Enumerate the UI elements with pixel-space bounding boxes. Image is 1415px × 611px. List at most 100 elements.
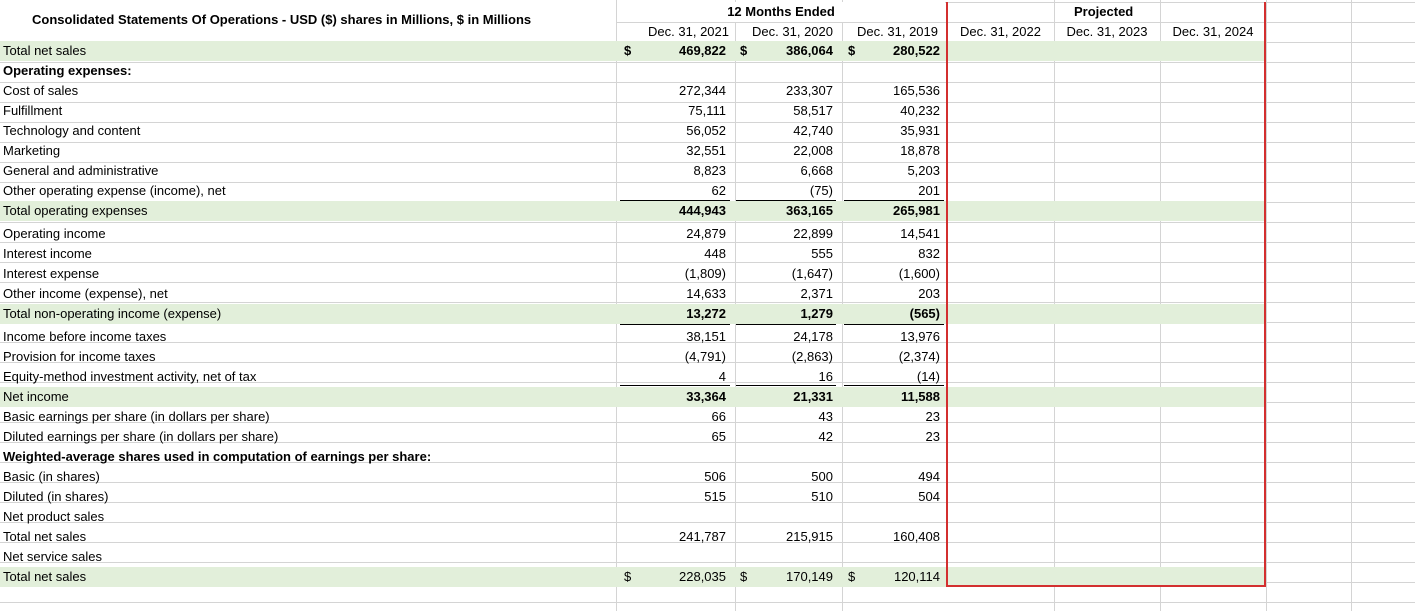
value-cell[interactable]: 272,344 <box>679 83 726 98</box>
value-cell[interactable]: 58,517 <box>793 103 833 118</box>
value-cell[interactable]: (1,647) <box>791 266 833 281</box>
value-cell[interactable]: 23 <box>925 429 940 444</box>
value-cell[interactable]: 8,823 <box>693 163 726 178</box>
value-cell[interactable]: 203 <box>918 286 940 301</box>
value-cell[interactable]: (2,374) <box>898 349 940 364</box>
table-row[interactable]: Basic earnings per share (in dollars per… <box>0 407 1415 427</box>
value-cell[interactable]: 265,981 <box>893 203 940 218</box>
value-cell[interactable]: 21,331 <box>793 389 833 404</box>
value-cell[interactable]: 42,740 <box>793 123 833 138</box>
table-row[interactable]: Interest expense (1,809) (1,647) (1,600) <box>0 264 1415 284</box>
value-cell[interactable]: 16 <box>818 369 833 384</box>
value-cell[interactable]: 42 <box>818 429 833 444</box>
value-cell[interactable]: 233,307 <box>786 83 833 98</box>
value-cell[interactable]: 32,551 <box>686 143 726 158</box>
table-row[interactable]: Diluted (in shares) 515 510 504 <box>0 487 1415 507</box>
value-cell[interactable]: 448 <box>704 246 726 261</box>
value-cell[interactable]: (565) <box>909 306 940 321</box>
value-cell[interactable]: 469,822 <box>679 43 726 58</box>
value-cell[interactable]: 33,364 <box>686 389 726 404</box>
table-row[interactable]: Weighted-average shares used in computat… <box>0 447 1415 467</box>
value-cell[interactable]: 13,272 <box>686 306 726 321</box>
value-cell[interactable]: 510 <box>811 489 833 504</box>
col-header-2022[interactable]: Dec. 31, 2022 <box>960 24 1041 39</box>
table-row[interactable]: Total net sales 469,822 386,064 280,522 $ $ $ <box>0 41 1415 61</box>
period-group-cell[interactable] <box>617 2 945 22</box>
value-cell[interactable]: 280,522 <box>893 43 940 58</box>
value-cell[interactable]: 215,915 <box>786 529 833 544</box>
col-header-2023[interactable]: Dec. 31, 2023 <box>1066 24 1148 39</box>
table-row[interactable]: Net service sales <box>0 547 1415 567</box>
table-row[interactable]: Other operating expense (income), net 62 (… <box>0 181 1415 201</box>
value-cell[interactable]: 43 <box>818 409 833 424</box>
table-row[interactable]: Equity-method investment activity, net o… <box>0 367 1415 387</box>
value-cell[interactable]: (75) <box>809 183 833 198</box>
table-row[interactable]: Operating income 24,879 22,899 14,541 <box>0 224 1415 244</box>
value-cell[interactable]: 18,878 <box>900 143 940 158</box>
header-title-cell[interactable] <box>0 0 616 42</box>
value-cell[interactable]: 386,064 <box>786 43 833 58</box>
value-cell[interactable]: 165,536 <box>893 83 940 98</box>
value-cell[interactable]: 2,371 <box>800 286 833 301</box>
value-cell[interactable]: 555 <box>811 246 833 261</box>
value-cell[interactable]: 494 <box>918 469 940 484</box>
table-row[interactable]: Provision for income taxes (4,791) (2,863)… <box>0 347 1415 367</box>
value-cell[interactable]: 24,178 <box>793 329 833 344</box>
table-row[interactable]: Net income 33,364 21,331 11,588 <box>0 387 1415 407</box>
value-cell[interactable]: 56,052 <box>686 123 726 138</box>
value-cell[interactable]: 75,111 <box>688 103 726 118</box>
value-cell[interactable]: 62 <box>711 183 726 198</box>
table-row[interactable]: Technology and content 56,052 42,740 35,931 <box>0 121 1415 141</box>
value-cell[interactable]: 832 <box>918 246 940 261</box>
table-row[interactable]: Operating expenses: <box>0 61 1415 81</box>
value-cell[interactable]: 506 <box>704 469 726 484</box>
value-cell[interactable]: 11,588 <box>900 389 940 404</box>
table-row[interactable]: Other income (expense), net 14,633 2,371 20… <box>0 284 1415 304</box>
col-header-2020[interactable]: Dec. 31, 2020 <box>752 24 833 39</box>
table-row[interactable]: Basic (in shares) 506 500 494 <box>0 467 1415 487</box>
value-cell[interactable]: 35,931 <box>900 123 940 138</box>
value-cell[interactable]: 14,633 <box>686 286 726 301</box>
value-cell[interactable]: 66 <box>711 409 726 424</box>
col-header-2019[interactable]: Dec. 31, 2019 <box>857 24 938 39</box>
value-cell[interactable]: 4 <box>718 369 726 384</box>
table-row[interactable]: Net product sales <box>0 507 1415 527</box>
value-cell[interactable]: 22,899 <box>793 226 833 241</box>
table-row[interactable]: General and administrative 8,823 6,668 5,20… <box>0 161 1415 181</box>
table-row[interactable]: Diluted earnings per share (in dollars p… <box>0 427 1415 447</box>
value-cell[interactable]: (2,863) <box>791 349 833 364</box>
value-cell[interactable]: 363,165 <box>786 203 833 218</box>
table-row[interactable]: Total net sales 241,787 215,915 160,408 <box>0 527 1415 547</box>
value-cell[interactable]: (4,791) <box>684 349 726 364</box>
value-cell[interactable]: 170,149 <box>786 569 833 584</box>
table-row[interactable]: Fulfillment 75,111 58,517 40,232 <box>0 101 1415 121</box>
table-row[interactable]: Total operating expenses 444,943 363,165 26… <box>0 201 1415 221</box>
value-cell[interactable]: 5,203 <box>907 163 940 178</box>
value-cell[interactable]: 38,151 <box>686 329 726 344</box>
value-cell[interactable]: 13,976 <box>900 329 940 344</box>
value-cell[interactable]: 23 <box>925 409 940 424</box>
value-cell[interactable]: (14) <box>916 369 940 384</box>
value-cell[interactable]: 444,943 <box>679 203 726 218</box>
value-cell[interactable]: 500 <box>811 469 833 484</box>
value-cell[interactable]: 160,408 <box>893 529 940 544</box>
value-cell[interactable]: 201 <box>918 183 940 198</box>
value-cell[interactable]: 228,035 <box>679 569 726 584</box>
value-cell[interactable]: 65 <box>711 429 726 444</box>
value-cell[interactable]: 22,008 <box>793 143 833 158</box>
value-cell[interactable]: 241,787 <box>679 529 726 544</box>
value-cell[interactable]: 40,232 <box>900 103 940 118</box>
value-cell[interactable]: (1,809) <box>684 266 726 281</box>
table-row[interactable]: Total non-operating income (expense) 13,2… <box>0 304 1415 324</box>
col-header-2021[interactable]: Dec. 31, 2021 <box>648 24 729 39</box>
table-row[interactable]: Marketing 32,551 22,008 18,878 <box>0 141 1415 161</box>
table-row[interactable]: Cost of sales 272,344 233,307 165,536 <box>0 81 1415 101</box>
value-cell[interactable]: 24,879 <box>686 226 726 241</box>
table-row[interactable]: Interest income 448 555 832 <box>0 244 1415 264</box>
table-row[interactable]: Total net sales 228,035 170,149 120,114 $ $ $ <box>0 567 1415 587</box>
value-cell[interactable]: 6,668 <box>800 163 833 178</box>
value-cell[interactable]: 515 <box>704 489 726 504</box>
table-row[interactable]: Income before income taxes 38,151 24,178 13… <box>0 327 1415 347</box>
col-header-2024[interactable]: Dec. 31, 2024 <box>1172 24 1254 39</box>
value-cell[interactable]: (1,600) <box>898 266 940 281</box>
